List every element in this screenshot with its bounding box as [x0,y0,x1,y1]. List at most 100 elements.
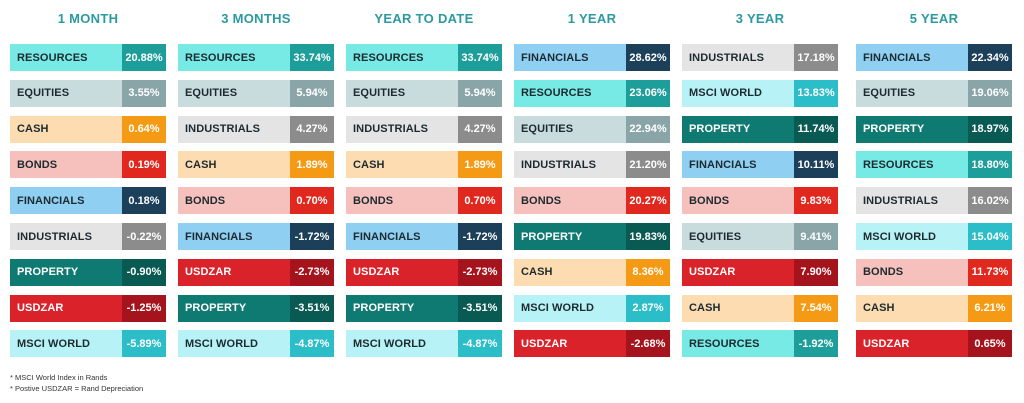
asset-row: MSCI WORLD -5.89% [10,330,166,358]
asset-return-value: 7.90% [794,258,838,286]
footnote-usdzar: * Postive USDZAR = Rand Depreciation [10,384,144,393]
asset-label: PROPERTY [178,294,290,322]
asset-label: PROPERTY [514,223,626,250]
asset-row: CASH 1.89% [346,151,502,179]
asset-return-value: -4.87% [290,330,334,358]
asset-row: RESOURCES -1.92% [682,330,838,358]
asset-return-value: -1.92% [794,330,838,358]
asset-row: INDUSTRIALS 21.20% [514,151,670,179]
asset-label: FINANCIALS [856,44,968,71]
asset-label: RESOURCES [514,79,626,107]
asset-return-value: 7.54% [794,294,838,322]
asset-return-value: 23.06% [626,79,670,107]
period-header: 5 YEAR [909,11,959,26]
asset-row: FINANCIALS 10.11% [682,151,838,179]
asset-row: CASH 1.89% [178,151,334,179]
asset-row: BONDS 0.19% [10,151,166,179]
asset-label: BONDS [346,187,458,215]
asset-row: USDZAR -2.68% [514,330,670,358]
asset-return-value: -1.25% [122,294,166,322]
asset-row: BONDS 20.27% [514,187,670,215]
asset-row: RESOURCES 33.74% [346,44,502,71]
asset-label: FINANCIALS [10,187,122,215]
asset-return-value: 21.20% [626,151,670,179]
asset-return-value: -0.22% [122,223,166,250]
asset-row: BONDS 11.73% [856,258,1012,286]
asset-label: PROPERTY [10,258,122,286]
asset-return-value: 22.34% [968,44,1012,71]
asset-label: EQUITIES [178,79,290,107]
asset-return-value: 9.41% [794,223,838,250]
asset-label: FINANCIALS [178,223,290,250]
asset-row: BONDS 9.83% [682,187,838,215]
asset-return-value: -0.90% [122,258,166,286]
asset-label: MSCI WORLD [856,223,968,250]
asset-row: CASH 7.54% [682,294,838,322]
asset-row: PROPERTY -3.51% [178,294,334,322]
asset-return-value: 3.55% [122,79,166,107]
asset-return-value: 19.06% [968,79,1012,107]
asset-label: INDUSTRIALS [682,44,794,71]
asset-return-value: -4.87% [458,330,502,358]
asset-return-value: 11.74% [794,115,838,143]
asset-row: MSCI WORLD -4.87% [346,330,502,358]
asset-return-value: 4.27% [290,115,334,143]
asset-return-value: -1.72% [458,223,502,250]
asset-return-value: 0.18% [122,187,166,215]
asset-label: CASH [178,151,290,179]
asset-row: EQUITIES 9.41% [682,223,838,250]
asset-row: PROPERTY -0.90% [10,258,166,286]
asset-row: FINANCIALS -1.72% [178,223,334,250]
asset-label: RESOURCES [346,44,458,71]
asset-label: RESOURCES [10,44,122,71]
asset-label: INDUSTRIALS [346,115,458,143]
asset-label: MSCI WORLD [10,330,122,358]
asset-return-value: 2.87% [626,294,670,322]
asset-row: EQUITIES 22.94% [514,115,670,143]
asset-label: USDZAR [10,294,122,322]
period-header: 3 YEAR [735,11,785,26]
asset-row: USDZAR -1.25% [10,294,166,322]
asset-label: USDZAR [514,330,626,358]
asset-return-value: 28.62% [626,44,670,71]
asset-label: RESOURCES [178,44,290,71]
asset-return-value: 0.65% [968,330,1012,358]
asset-row: RESOURCES 20.88% [10,44,166,71]
asset-label: MSCI WORLD [514,294,626,322]
asset-return-value: 33.74% [290,44,334,71]
asset-label: CASH [856,294,968,322]
asset-row: USDZAR 0.65% [856,330,1012,358]
asset-label: PROPERTY [346,294,458,322]
period-header: 1 YEAR [567,11,617,26]
asset-row: EQUITIES 3.55% [10,79,166,107]
asset-row: FINANCIALS 22.34% [856,44,1012,71]
asset-row: MSCI WORLD 13.83% [682,79,838,107]
asset-return-value: 33.74% [458,44,502,71]
asset-return-value: 5.94% [290,79,334,107]
asset-row: MSCI WORLD 2.87% [514,294,670,322]
asset-label: USDZAR [346,258,458,286]
asset-return-value: 18.80% [968,151,1012,179]
asset-return-value: -5.89% [122,330,166,358]
asset-return-value: -3.51% [290,294,334,322]
asset-row: USDZAR 7.90% [682,258,838,286]
asset-label: USDZAR [682,258,794,286]
asset-row: INDUSTRIALS 4.27% [346,115,502,143]
asset-row: RESOURCES 33.74% [178,44,334,71]
asset-label: CASH [10,115,122,143]
asset-label: EQUITIES [10,79,122,107]
asset-row: FINANCIALS -1.72% [346,223,502,250]
asset-return-value: 17.18% [794,44,838,71]
asset-row: MSCI WORLD -4.87% [178,330,334,358]
asset-label: EQUITIES [856,79,968,107]
asset-row: EQUITIES 5.94% [178,79,334,107]
asset-row: FINANCIALS 0.18% [10,187,166,215]
period-header: 1 MONTH [57,11,119,26]
asset-return-value: 15.04% [968,223,1012,250]
asset-return-value: 22.94% [626,115,670,143]
asset-return-value: 4.27% [458,115,502,143]
asset-label: RESOURCES [682,330,794,358]
asset-label: MSCI WORLD [682,79,794,107]
asset-row: RESOURCES 23.06% [514,79,670,107]
